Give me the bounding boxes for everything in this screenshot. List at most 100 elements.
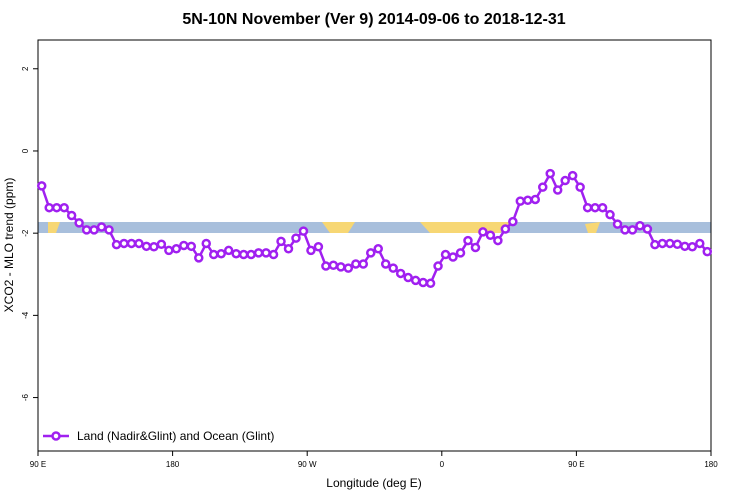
data-point (695, 238, 705, 249)
data-point (343, 263, 354, 273)
data-point (179, 240, 189, 251)
data-point (395, 268, 406, 279)
data-point (81, 225, 92, 235)
x-tick-label: 90 E (30, 460, 46, 469)
data-point (612, 219, 623, 229)
data-point (388, 263, 398, 273)
data-point (268, 249, 279, 260)
data-point (455, 248, 466, 258)
data-point (156, 239, 167, 250)
y-tick-label: -2 (21, 229, 30, 237)
data-point (538, 182, 548, 192)
data-point (470, 242, 481, 253)
y-tick-label: 0 (21, 148, 30, 153)
data-point (515, 196, 526, 206)
data-point (425, 278, 436, 289)
data-point (657, 238, 668, 249)
y-axis-label: XCO2 - MLO trend (ppm) (2, 178, 16, 313)
x-tick-label: 90 E (568, 460, 584, 469)
data-point (351, 259, 361, 269)
land-ocean-strip (38, 222, 711, 233)
data-point (463, 235, 473, 246)
y-tick-label: 2 (21, 66, 30, 71)
data-point (448, 252, 458, 262)
data-point (478, 227, 488, 237)
data-point (650, 239, 660, 250)
data-point (261, 248, 271, 258)
data-point (523, 195, 533, 206)
data-point (440, 249, 451, 260)
y-tick-label: -4 (21, 311, 30, 319)
data-point (119, 238, 129, 249)
data-point (59, 202, 69, 213)
data-point (186, 241, 197, 252)
data-point (665, 238, 675, 249)
data-point (231, 248, 241, 259)
data-point (567, 170, 578, 181)
data-point (216, 248, 226, 259)
land-patches (48, 222, 600, 233)
data-point (208, 249, 219, 260)
data-point (373, 244, 383, 254)
data-point (306, 245, 316, 256)
data-point (238, 249, 249, 260)
data-point (680, 241, 690, 252)
data-point (702, 246, 713, 257)
x-tick-label: 90 W (298, 460, 317, 469)
data-point (545, 168, 555, 179)
data-point (89, 225, 99, 235)
data-point (508, 216, 518, 227)
data-point (366, 248, 376, 258)
data-point (620, 225, 630, 235)
data-point (380, 259, 391, 269)
data-point (336, 262, 346, 272)
data-point (530, 194, 541, 205)
data-point (433, 261, 443, 271)
data-point (552, 185, 563, 195)
data-point (597, 202, 608, 213)
legend-label: Land (Nadir&Glint) and Ocean (Glint) (77, 429, 274, 443)
data-point (149, 241, 159, 252)
data-point (605, 209, 615, 220)
data-point (313, 241, 324, 252)
data-point (283, 244, 294, 254)
data-point (66, 210, 77, 221)
data-point (410, 275, 421, 286)
data-point (418, 277, 428, 288)
data-point (560, 175, 570, 186)
data-point (253, 248, 264, 258)
data-point (51, 202, 62, 213)
data-point (126, 238, 137, 249)
y-tick-label: -6 (21, 393, 30, 401)
data-point (104, 225, 114, 235)
data-point (627, 225, 638, 235)
data-point (575, 182, 585, 192)
data-point (500, 224, 511, 234)
data-point (298, 226, 309, 236)
chart-title: 5N-10N November (Ver 9) 2014-09-06 to 20… (182, 11, 565, 28)
legend-marker (51, 431, 61, 441)
data-point (134, 238, 144, 249)
data-point (111, 239, 122, 250)
data-point (485, 230, 496, 240)
data-point (672, 239, 683, 250)
x-tick-label: 180 (704, 460, 718, 469)
data-point (635, 221, 645, 231)
data-point (141, 241, 152, 252)
data-point (328, 260, 339, 270)
data-point (321, 261, 331, 271)
x-tick-label: 180 (166, 460, 180, 469)
x-axis-label: Longitude (deg E) (326, 476, 421, 490)
data-point (164, 245, 174, 256)
data-point (194, 253, 204, 263)
plot-frame (37, 39, 712, 452)
data-point (96, 222, 107, 232)
data-point (201, 238, 211, 249)
data-point (582, 202, 593, 213)
data-point (291, 233, 301, 243)
data-point (493, 235, 503, 246)
data-point (276, 236, 286, 247)
ocean-band (38, 222, 711, 233)
data-point (74, 218, 84, 228)
